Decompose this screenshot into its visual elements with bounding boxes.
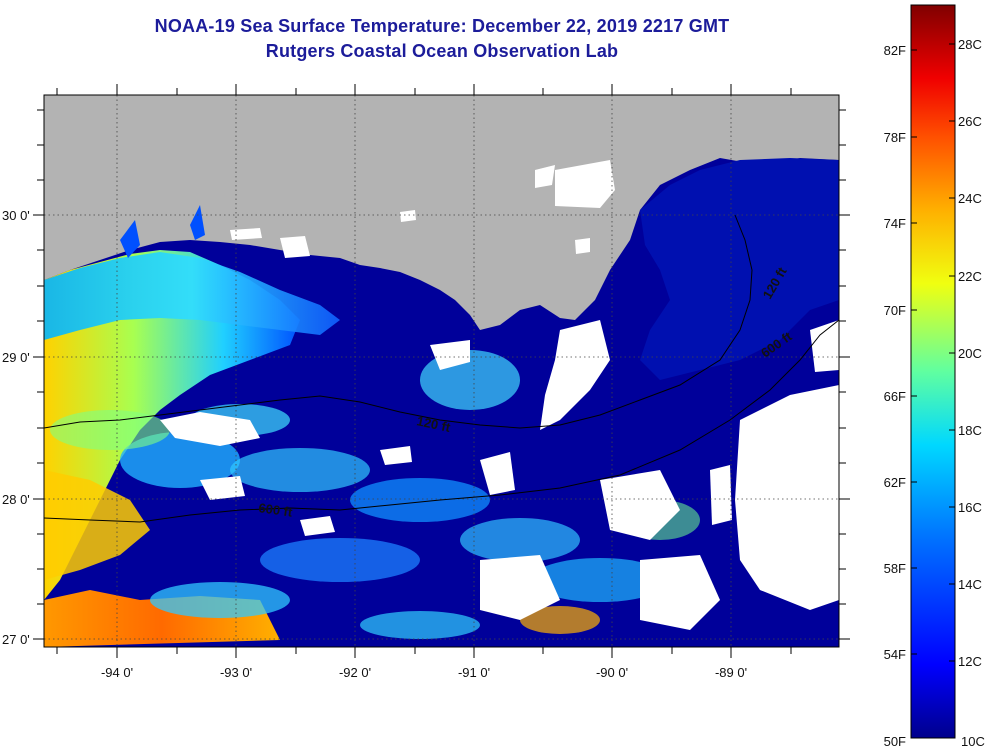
lon-label-90: -90 0' [596, 665, 628, 680]
colorbar-c-18: 18C [958, 423, 982, 438]
map-subtitle: Rutgers Coastal Ocean Observation Lab [265, 41, 619, 61]
ocean-coastal-cyan [44, 252, 340, 340]
colorbar-f-50: 50F [884, 734, 906, 749]
colorbar-c-14: 14C [958, 577, 982, 592]
colorbar-f-54: 54F [884, 647, 906, 662]
contour-label-600ft: 600 ft [258, 500, 294, 520]
colorbar [910, 4, 956, 739]
axis-ticks [33, 84, 850, 658]
colorbar-c-22: 22C [958, 269, 982, 284]
colorbar-f-74: 74F [884, 216, 906, 231]
delta-region [640, 158, 839, 380]
colorbar-f-70: 70F [884, 303, 906, 318]
colorbar-ticks [911, 43, 955, 662]
colorbar-c-26: 26C [958, 114, 982, 129]
lon-label-94: -94 0' [101, 665, 133, 680]
lon-label-92: -92 0' [339, 665, 371, 680]
land-mass [44, 95, 839, 330]
no-data-patches [160, 160, 839, 630]
ocean-warm-patch [44, 470, 150, 580]
map-area: 120 ft 600 ft 120 ft 600 ft [44, 95, 839, 647]
colorbar-c-28: 28C [958, 37, 982, 52]
colorbar-c-12: 12C [958, 654, 982, 669]
colorbar-c-16: 16C [958, 500, 982, 515]
colorbar-f-78: 78F [884, 130, 906, 145]
map-frame [43, 94, 840, 648]
graticule [44, 95, 839, 647]
colorbar-c-10: 10C [961, 734, 985, 749]
colorbar-f-62: 62F [884, 475, 906, 490]
colorbar-f-66: 66F [884, 389, 906, 404]
lat-label-27: 27 0' [2, 632, 30, 647]
map-title: NOAA-19 Sea Surface Temperature: Decembe… [154, 16, 730, 36]
lat-label-28: 28 0' [2, 492, 30, 507]
contour-label-120ft: 120 ft [415, 413, 452, 435]
colorbar-c-20: 20C [958, 346, 982, 361]
ocean-warm-west [44, 250, 300, 600]
colorbar-f-82: 82F [884, 43, 906, 58]
inland-lakes [120, 205, 205, 258]
bathymetry-contours [44, 214, 839, 523]
lon-label-93: -93 0' [220, 665, 252, 680]
lon-label-89: -89 0' [715, 665, 747, 680]
colorbar-c-24: 24C [958, 191, 982, 206]
lat-label-29: 29 0' [2, 350, 30, 365]
lat-label-30: 30 0' [2, 208, 30, 223]
colorbar-f-58: 58F [884, 561, 906, 576]
lon-label-91: -91 0' [458, 665, 490, 680]
